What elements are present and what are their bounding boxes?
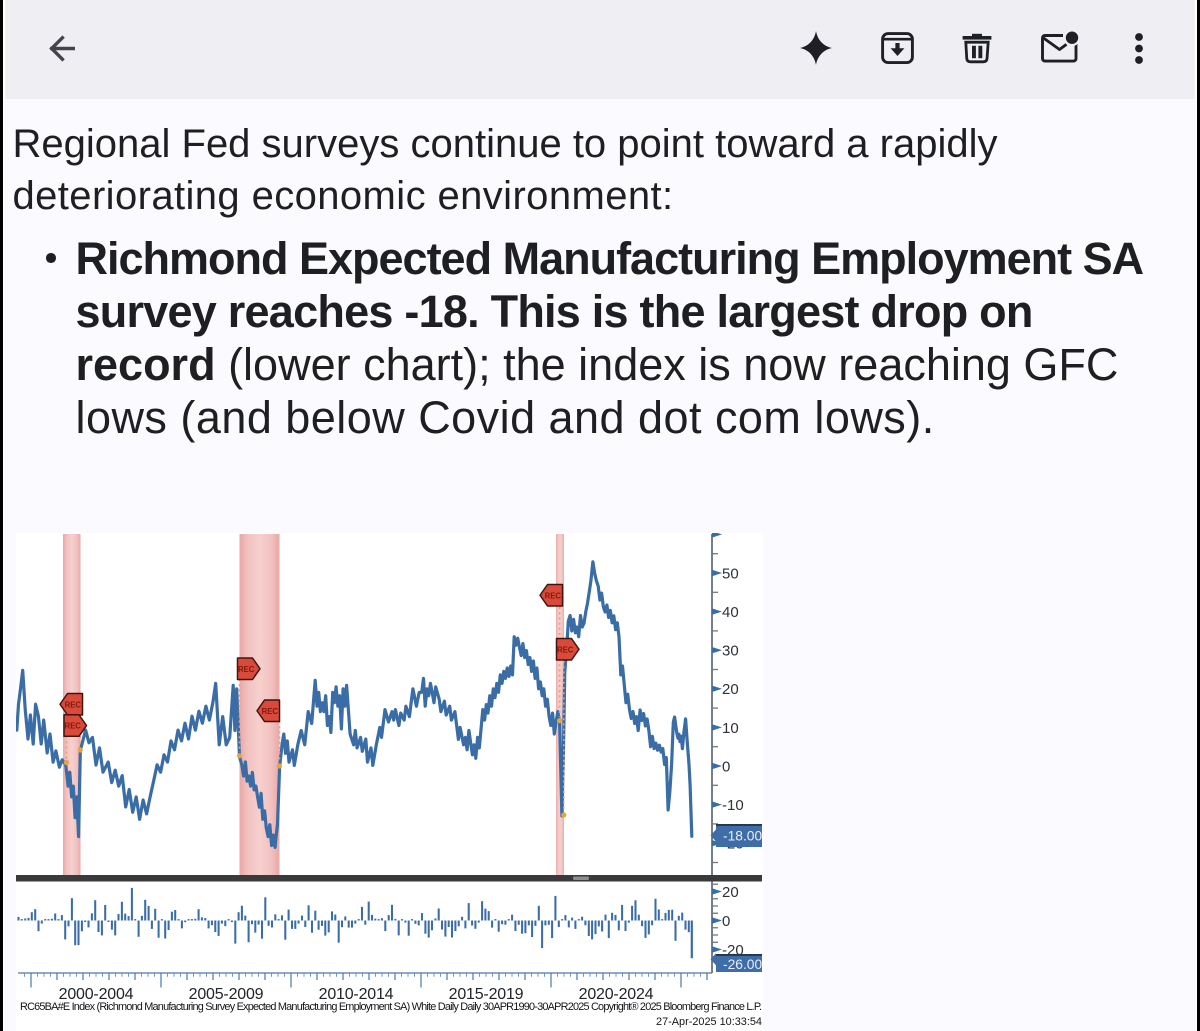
svg-text:REC: REC <box>557 645 574 654</box>
svg-text:2000-2004: 2000-2004 <box>59 986 134 1003</box>
svg-text:REC: REC <box>64 722 81 731</box>
svg-text:0: 0 <box>722 758 730 775</box>
svg-text:40: 40 <box>722 604 739 621</box>
svg-text:REC: REC <box>545 591 562 600</box>
svg-text:2005-2009: 2005-2009 <box>189 986 264 1003</box>
svg-text:-26.00: -26.00 <box>723 957 762 972</box>
svg-text:30: 30 <box>722 643 739 660</box>
svg-text:2015-2019: 2015-2019 <box>449 986 524 1003</box>
svg-text:20: 20 <box>722 681 739 698</box>
svg-text:10: 10 <box>722 720 739 737</box>
svg-text:RC65BA#E Index (Richmond Manuf: RC65BA#E Index (Richmond Manufacturing S… <box>20 1001 762 1013</box>
svg-text:-18.00: -18.00 <box>723 828 762 843</box>
svg-text:REC: REC <box>262 707 279 716</box>
svg-text:REC: REC <box>238 665 255 674</box>
svg-text:50: 50 <box>722 565 739 582</box>
svg-text:2020-2024: 2020-2024 <box>579 986 654 1003</box>
svg-text:REC: REC <box>65 700 82 709</box>
svg-text:0: 0 <box>722 913 730 930</box>
svg-text:20: 20 <box>722 884 739 901</box>
svg-text:-10: -10 <box>722 797 744 814</box>
svg-text:27-Apr-2025 10:33:54: 27-Apr-2025 10:33:54 <box>656 1016 762 1028</box>
svg-text:2010-2014: 2010-2014 <box>319 986 394 1003</box>
